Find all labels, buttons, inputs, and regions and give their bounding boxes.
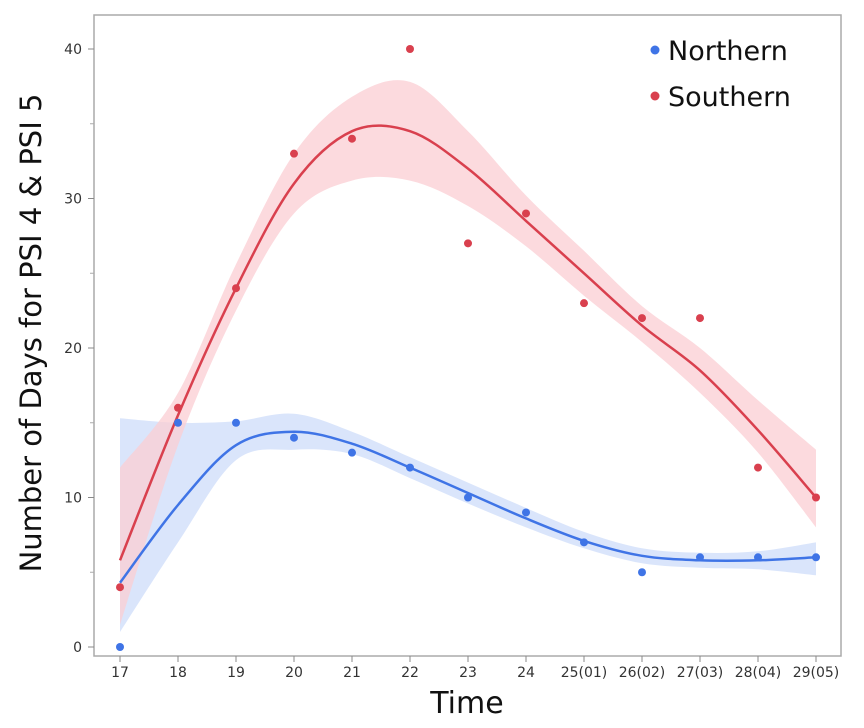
point-northern <box>580 538 588 547</box>
y-tick-label: 0 <box>73 640 82 656</box>
point-southern <box>348 134 356 143</box>
x-tick-label: 19 <box>227 665 245 681</box>
x-tick-label: 18 <box>169 665 187 681</box>
x-tick-label: 28(04) <box>735 665 782 681</box>
point-northern <box>464 493 472 502</box>
legend-label-northern: Northern <box>668 36 788 67</box>
x-tick-label: 17 <box>111 665 129 681</box>
y-axis: 0 10 20 30 40 <box>64 42 94 656</box>
point-southern <box>522 209 530 218</box>
point-southern <box>290 149 298 158</box>
y-axis-title: Number of Days for PSI 4 & PSI 5 <box>14 94 48 573</box>
point-southern <box>580 299 588 308</box>
x-tick-label: 29(05) <box>793 665 840 681</box>
band-southern <box>120 80 816 625</box>
point-southern <box>812 493 820 502</box>
x-tick-label: 24 <box>517 665 535 681</box>
point-northern <box>812 553 820 562</box>
point-northern <box>522 508 530 517</box>
point-northern <box>696 553 704 562</box>
y-tick-label: 40 <box>64 42 82 58</box>
x-tick-label: 26(02) <box>619 665 666 681</box>
data-points <box>116 45 820 651</box>
band-northern <box>120 413 816 632</box>
point-northern <box>116 643 124 651</box>
x-axis: 17 18 19 20 21 22 23 24 25(01) 26(02) 27(03) 28(04)… <box>111 656 839 681</box>
legend-label-southern: Southern <box>668 82 791 113</box>
point-southern <box>232 284 240 293</box>
point-southern <box>464 239 472 248</box>
legend-marker-northern <box>650 45 660 55</box>
y-tick-label: 10 <box>64 491 82 507</box>
point-northern <box>348 448 356 457</box>
point-northern <box>406 463 414 472</box>
x-axis-title: Time <box>429 686 503 721</box>
x-tick-label: 22 <box>401 665 419 681</box>
point-northern <box>232 418 240 427</box>
point-southern <box>406 45 414 53</box>
point-northern <box>174 418 182 427</box>
point-southern <box>754 463 762 472</box>
point-southern <box>174 403 182 412</box>
point-southern <box>638 314 646 323</box>
x-tick-label: 21 <box>343 665 361 681</box>
legend: Northern Southern <box>650 36 791 113</box>
x-tick-label: 27(03) <box>677 665 724 681</box>
point-northern <box>290 433 298 442</box>
legend-marker-southern <box>650 91 660 101</box>
point-northern <box>638 568 646 577</box>
x-tick-label: 20 <box>285 665 303 681</box>
y-tick-label: 30 <box>64 192 82 208</box>
point-southern <box>696 314 704 323</box>
x-tick-label: 23 <box>459 665 477 681</box>
fit-line-northern <box>119 430 817 584</box>
point-southern <box>116 583 124 592</box>
point-northern <box>754 553 762 562</box>
x-tick-label: 25(01) <box>561 665 608 681</box>
confidence-bands <box>120 80 816 632</box>
fit-line-southern <box>118 124 817 561</box>
y-tick-label: 20 <box>64 341 82 357</box>
